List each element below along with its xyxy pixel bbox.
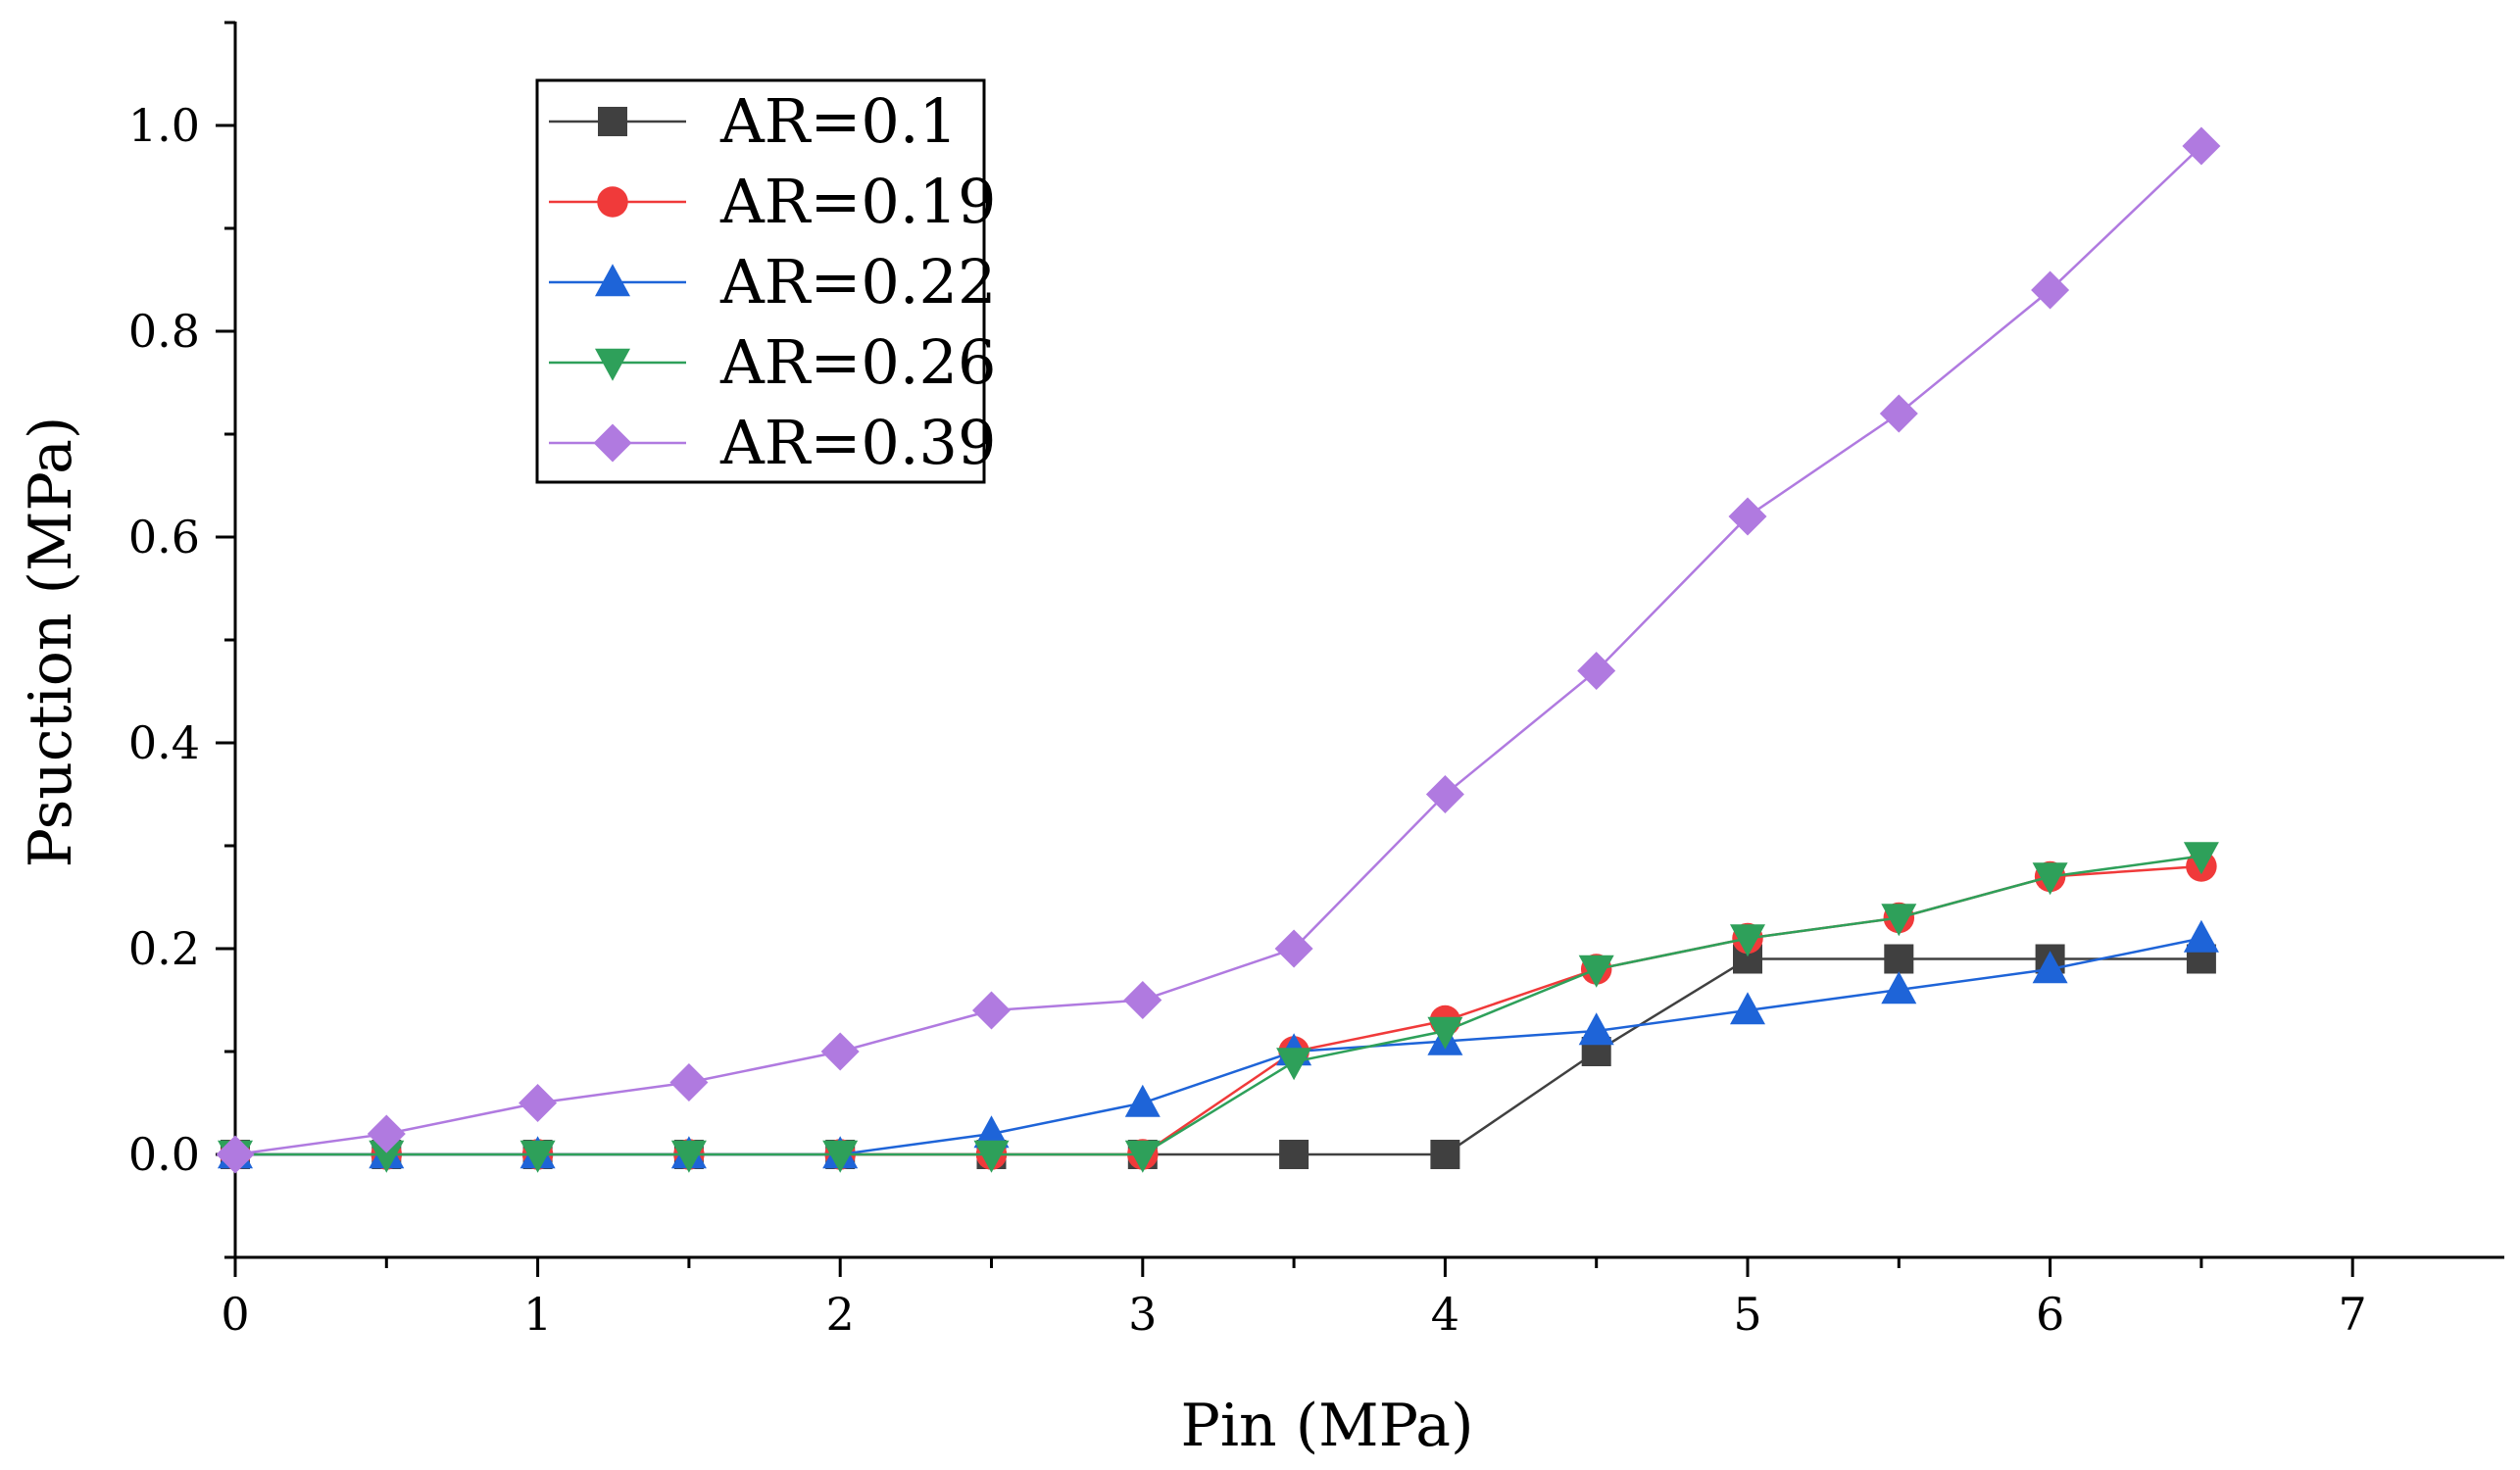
y-axis-title: Psuction (MPa)	[17, 416, 85, 868]
legend-entry: AR=0.1	[549, 85, 958, 157]
series-line	[235, 855, 2202, 1156]
series-line	[234, 145, 2202, 1156]
data-point	[1728, 497, 1767, 536]
y-tick-label: 0.8	[128, 305, 200, 358]
data-point	[2032, 862, 2068, 896]
data-point	[519, 1140, 556, 1173]
legend-marker	[595, 264, 630, 297]
data-point	[973, 1115, 1010, 1149]
data-point	[2182, 126, 2221, 166]
legend-marker	[595, 348, 630, 381]
data-point	[1279, 1140, 1309, 1169]
y-tick-label: 0.6	[128, 511, 200, 564]
legend-marker	[597, 186, 628, 218]
data-point	[973, 1140, 1010, 1173]
data-point	[972, 991, 1011, 1030]
x-tick-label: 5	[1733, 1288, 1761, 1341]
legend-label: AR=0.39	[719, 407, 996, 478]
x-tick-label: 1	[523, 1288, 552, 1341]
data-point	[1881, 904, 1917, 937]
y-tick-label: 1.0	[128, 99, 200, 152]
data-point	[1730, 992, 1765, 1025]
x-tick-label: 7	[2339, 1288, 2367, 1341]
y-tick-label: 0.4	[128, 716, 200, 769]
x-tick-label: 2	[826, 1288, 855, 1341]
x-tick-label: 6	[2036, 1288, 2064, 1341]
data-point	[1881, 971, 1917, 1004]
series-AR=0.1	[221, 944, 2216, 1169]
series-AR=0.19	[220, 851, 2217, 1170]
legend-entry: AR=0.22	[549, 246, 996, 318]
x-tick-label: 3	[1128, 1288, 1157, 1341]
data-point	[2032, 951, 2068, 984]
x-tick-label: 4	[1431, 1288, 1459, 1341]
data-point	[1425, 775, 1464, 813]
x-axis-title: Pin (MPa)	[1181, 1392, 1474, 1460]
data-point	[367, 1114, 406, 1153]
data-point	[216, 1135, 255, 1174]
data-point	[1274, 929, 1313, 968]
legend-entry: AR=0.26	[549, 326, 996, 398]
data-point	[2183, 842, 2219, 875]
data-point	[519, 1084, 558, 1122]
data-point	[369, 1140, 405, 1173]
y-tick-label: 0.2	[128, 922, 200, 975]
data-point	[2031, 270, 2070, 310]
series-layer	[216, 126, 2221, 1174]
legend: AR=0.1 AR=0.19 AR=0.22 AR=0.26 AR=0.39	[535, 78, 996, 484]
legend-label: AR=0.22	[719, 246, 996, 318]
data-point	[669, 1063, 709, 1102]
data-point	[1124, 1084, 1161, 1117]
data-point	[1730, 924, 1765, 957]
axes: 0 1 2 3 4 5 6 7 0.0 0.2 0.4 0.6 0.8 1.0	[128, 21, 2504, 1341]
data-point	[1577, 652, 1616, 690]
data-point	[1276, 1048, 1312, 1081]
data-point	[1879, 394, 1918, 433]
y-tick-label: 0.0	[128, 1128, 200, 1181]
data-point	[1430, 1140, 1460, 1169]
data-point	[1578, 1012, 1614, 1046]
legend-entry: AR=0.39	[549, 407, 996, 478]
legend-label: AR=0.19	[719, 166, 996, 237]
data-point	[2183, 919, 2219, 953]
data-point	[1123, 981, 1162, 1019]
legend-marker	[598, 107, 627, 136]
legend-label: AR=0.26	[719, 326, 996, 398]
series-AR=0.22	[218, 919, 2219, 1169]
data-point	[1427, 1016, 1463, 1050]
data-point	[1884, 944, 1914, 974]
series-AR=0.26	[218, 842, 2219, 1173]
x-tick-label: 0	[221, 1288, 249, 1341]
legend-marker	[593, 423, 632, 463]
legend-entry: AR=0.19	[549, 166, 996, 237]
series-AR=0.39	[216, 126, 2221, 1174]
data-point	[1124, 1140, 1161, 1173]
data-point	[822, 1140, 859, 1173]
data-point	[670, 1140, 707, 1173]
data-point	[1578, 955, 1614, 988]
data-point	[820, 1032, 860, 1071]
legend-label: AR=0.1	[719, 85, 958, 157]
